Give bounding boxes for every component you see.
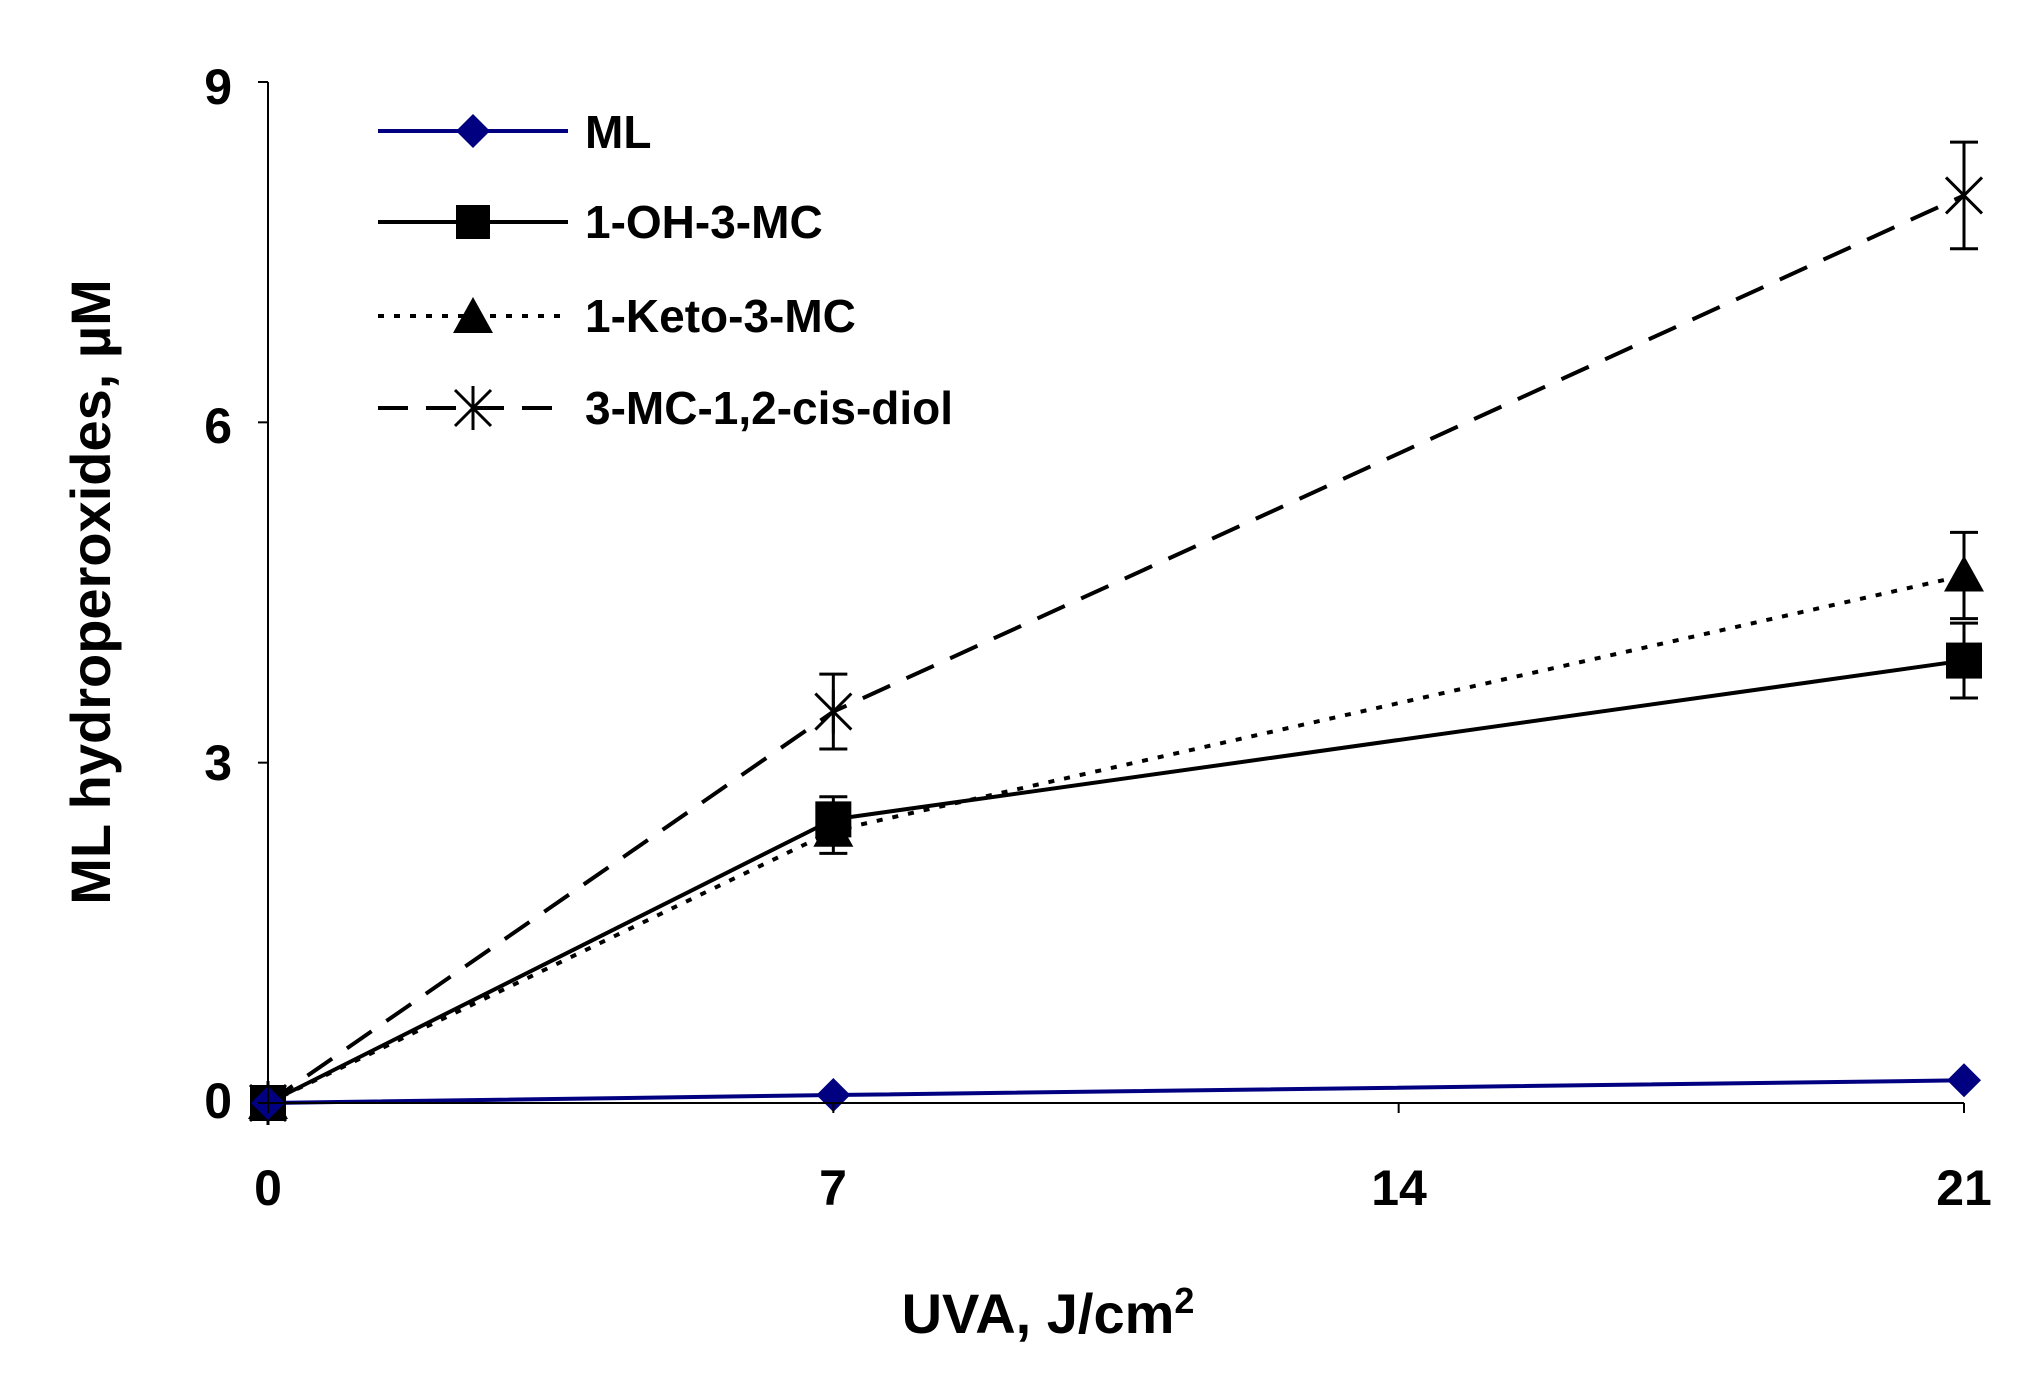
legend-label-3-mc-1-2-cis-diol: 3-MC-1,2-cis-diol [585,382,953,434]
axis-ticks [258,81,1965,1113]
marker-1-keto-3-mc-2 [1944,555,1984,592]
y-tick-label-2: 6 [204,398,232,454]
legend-label-ml: ML [585,106,651,158]
y-tick-label-1: 3 [204,735,232,791]
legend-marker-1-keto-3-mc [453,297,493,333]
x-tick-label-2: 14 [1371,1160,1427,1216]
marker-3-mc-1-2-cis-diol-2 [1944,173,1984,218]
marker-1-oh-3-mc-1 [815,801,852,838]
y-axis-title: ML hydroperoxides, µM [59,279,122,905]
legend-marker-1-oh-3-mc [456,205,490,239]
legend-item-1-keto-3-mc: 1-Keto-3-MC [378,290,856,342]
legend-marker-ml [456,114,490,148]
x-tick-label-0: 0 [254,1160,282,1216]
series-lines [266,193,1965,1105]
marker-1-oh-3-mc-2 [1946,642,1982,679]
legend-label-1-keto-3-mc: 1-Keto-3-MC [585,290,856,342]
series-line-1-keto-3-mc [267,573,1965,1105]
legend-marker-3-mc-1-2-cis-diol [453,386,493,430]
error-bars [819,140,1978,855]
legend-item-3-mc-1-2-cis-diol: 3-MC-1,2-cis-diol [378,382,953,434]
y-tick-label-3: 9 [204,59,232,115]
legend-label-1-oh-3-mc: 1-OH-3-MC [585,196,823,248]
x-axis-title-superscript: 2 [1174,1280,1194,1321]
x-tick-label-3: 21 [1936,1160,1992,1216]
legend-item-ml: ML [378,106,651,158]
series-line-ml [267,1078,1965,1105]
x-axis-title-main: UVA, J/cm [902,1282,1175,1345]
marker-3-mc-1-2-cis-diol-1 [814,689,853,734]
y-tick-label-0: 0 [204,1073,232,1129]
x-axis-title: UVA, J/cm2 [902,1280,1195,1345]
x-tick-label-1: 7 [819,1160,847,1216]
legend: ML 1-OH-3-MC 1-Keto-3-MC 3-MC-1,2-cis-di… [378,106,953,434]
marker-ml-2 [1947,1063,1981,1098]
legend-item-1-oh-3-mc: 1-OH-3-MC [378,196,823,248]
series-line-3-mc-1-2-cis-diol [266,193,1965,1105]
series-line-1-oh-3-mc [267,658,1965,1105]
